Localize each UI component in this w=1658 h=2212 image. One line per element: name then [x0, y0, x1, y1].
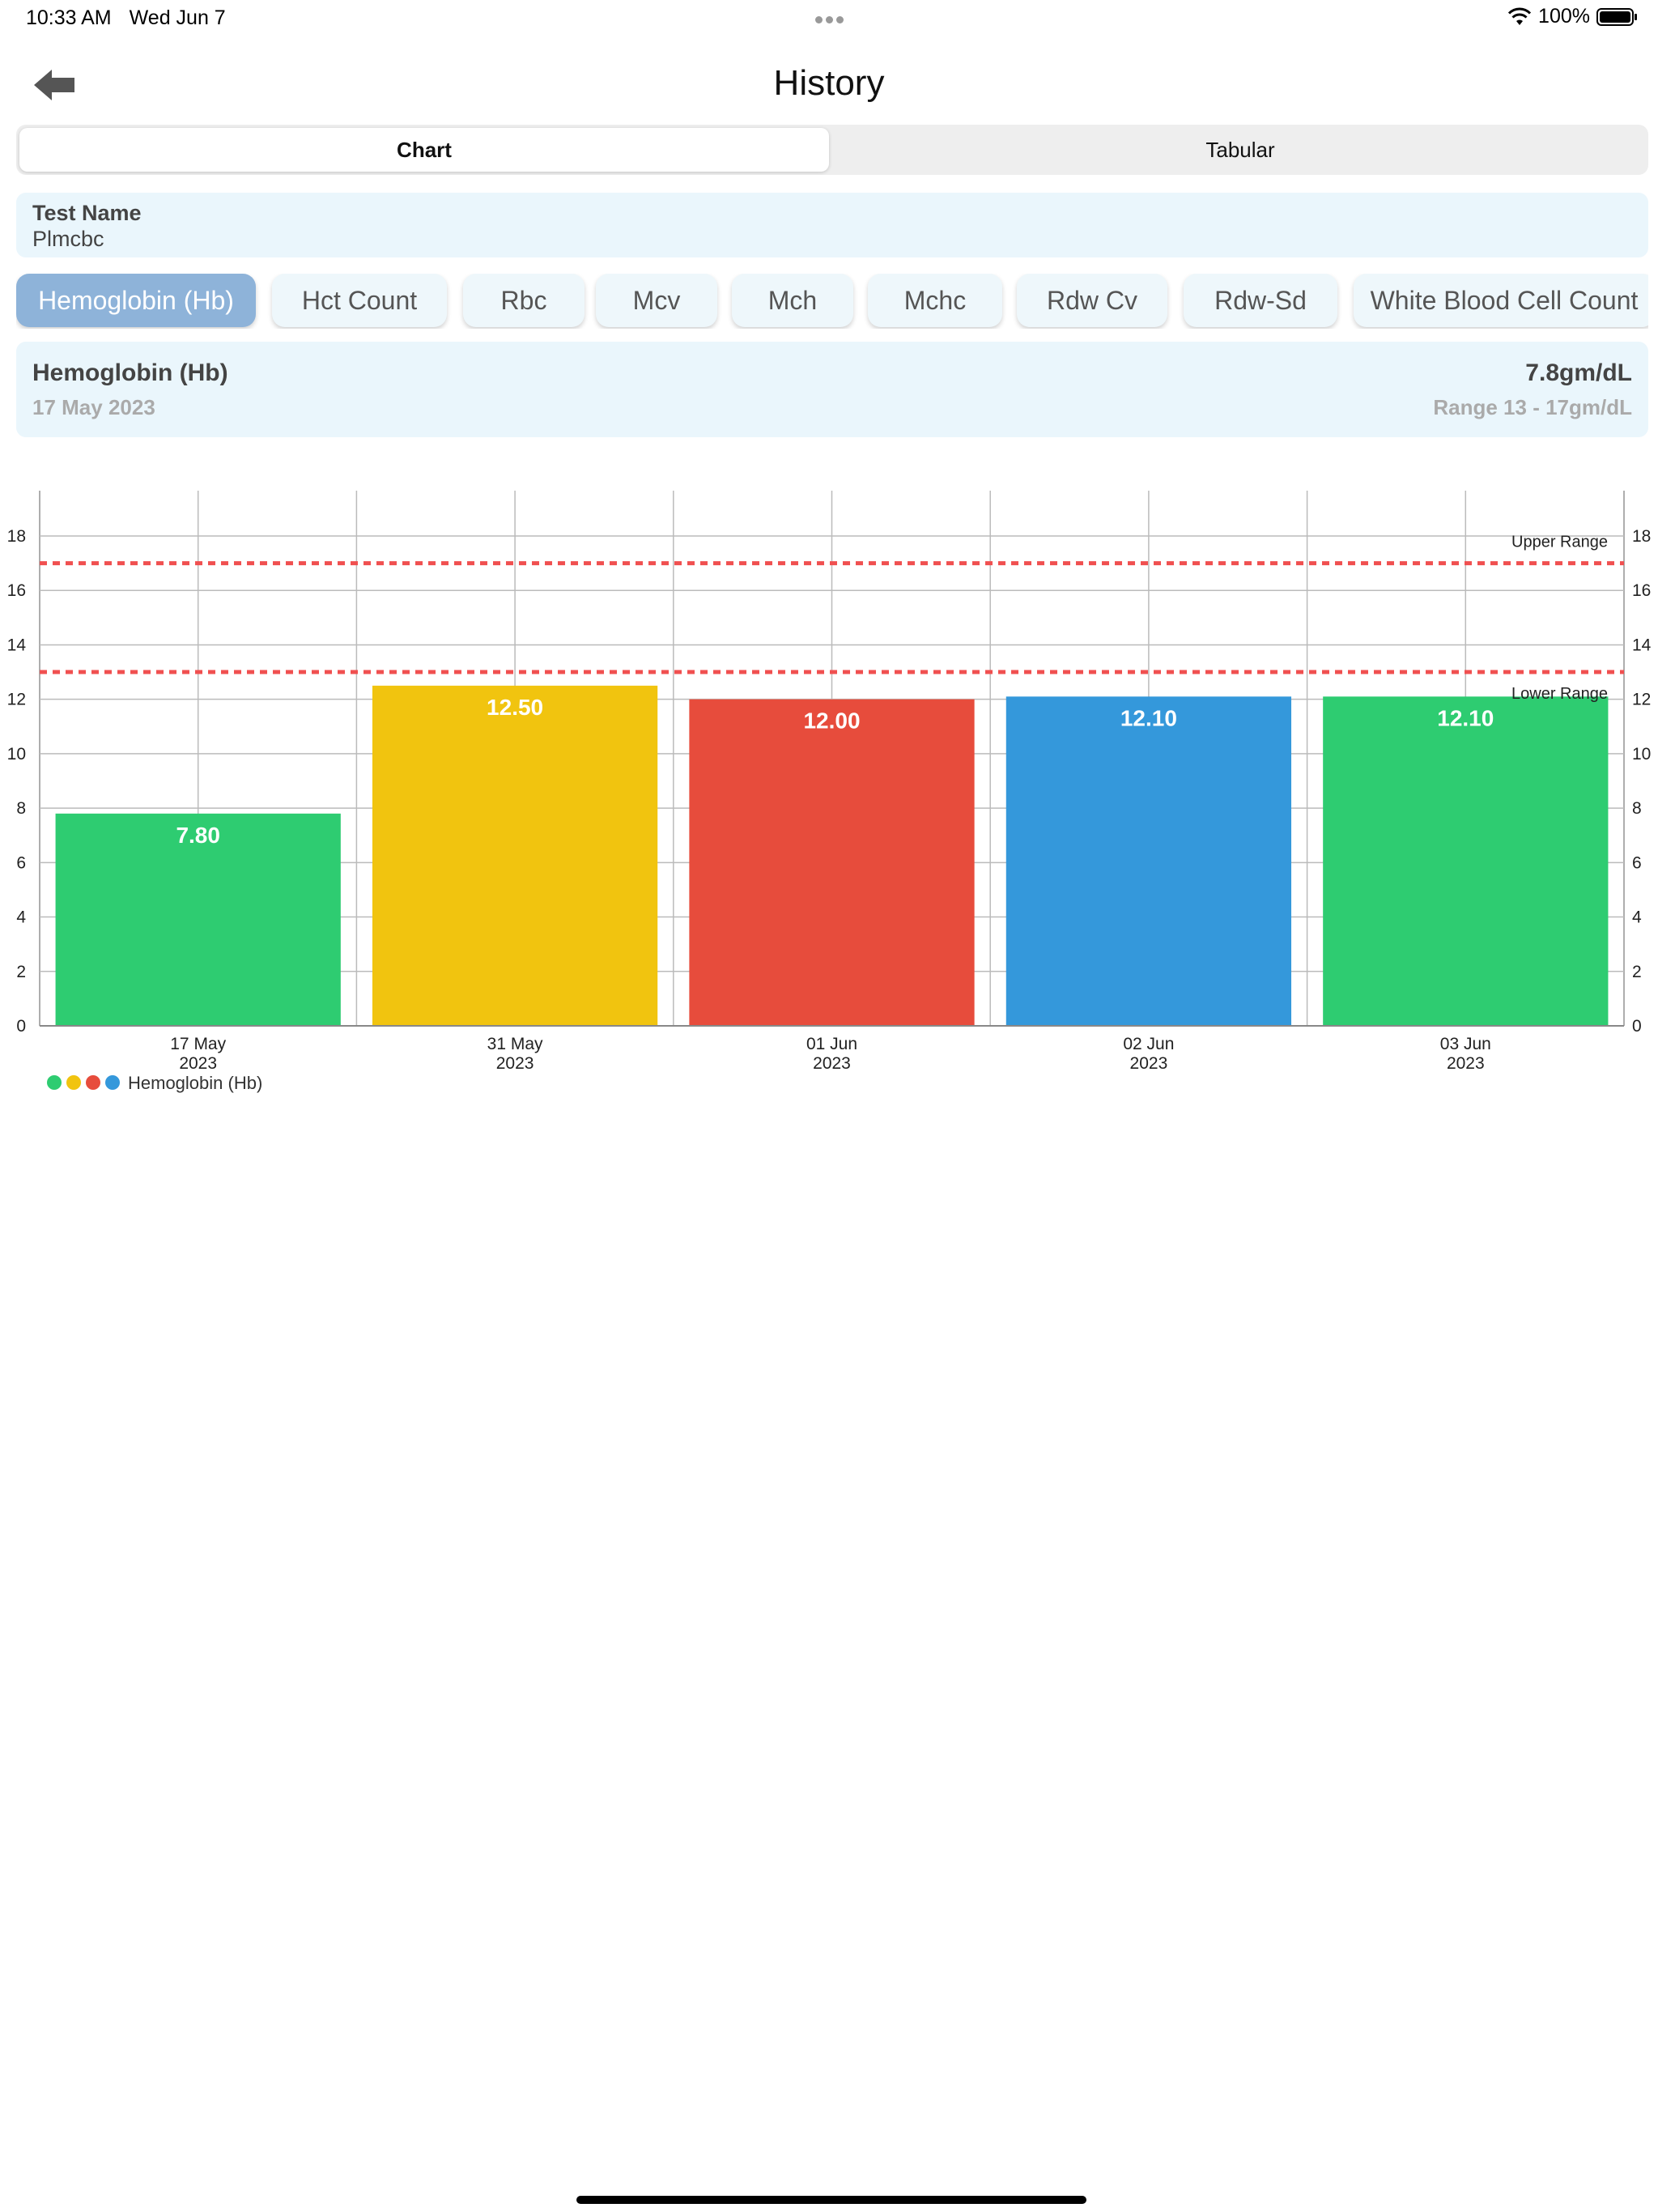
bar-0	[55, 813, 341, 1026]
chip-hemoglobin[interactable]: Hemoglobin (Hb)	[16, 274, 256, 327]
x-tick-label-year: 2023	[813, 1054, 851, 1073]
multitasking-dots-icon[interactable]	[814, 13, 845, 28]
chip-white-blood-cell-count[interactable]: White Blood Cell Count	[1354, 274, 1648, 327]
chip-hct-count[interactable]: Hct Count	[272, 274, 447, 327]
y-tick-label-left: 8	[16, 799, 26, 818]
status-time-date: 10:33 AM Wed Jun 7	[26, 6, 226, 30]
x-tick-label-date: 02 Jun	[1123, 1035, 1174, 1053]
y-tick-label-right: 18	[1632, 527, 1651, 546]
status-bar: 10:33 AM Wed Jun 7 100%	[0, 0, 1658, 39]
view-toggle: Chart Tabular	[16, 125, 1648, 175]
page-title: History	[773, 63, 885, 103]
bar-value-label: 12.10	[1437, 705, 1494, 730]
y-tick-label-right: 4	[1632, 908, 1642, 927]
bar-1	[372, 685, 658, 1026]
y-tick-label-left: 18	[7, 527, 26, 546]
test-name-value: Plmcbc	[32, 227, 104, 251]
hemoglobin-bar-chart: 0 0 2 2 4 4 6 6 8 8 10 10 12 12 14 14 16 16 18 18 7.80 12.50 1…	[7, 491, 1652, 1093]
y-tick-label-left: 12	[7, 691, 26, 709]
chip-mch[interactable]: Mch	[732, 274, 853, 327]
status-indicators: 100%	[1507, 5, 1639, 28]
chip-rbc[interactable]: Rbc	[463, 274, 585, 327]
y-tick-label-right: 16	[1632, 581, 1651, 600]
result-date: 17 May 2023	[32, 395, 155, 419]
y-tick-label-left: 6	[16, 853, 26, 872]
legend-swatch	[66, 1075, 81, 1090]
result-name: Hemoglobin (Hb)	[32, 359, 228, 386]
reference-line-label: Lower Range	[1511, 685, 1608, 703]
tab-tabular[interactable]: Tabular	[1205, 138, 1275, 162]
y-tick-label-right: 10	[1632, 745, 1651, 764]
legend-label: Hemoglobin (Hb)	[128, 1073, 262, 1093]
x-tick-label-date: 31 May	[487, 1035, 543, 1053]
nav-bar: History	[0, 49, 1658, 121]
bar-4	[1323, 696, 1609, 1026]
result-detail-card: Hemoglobin (Hb) 17 May 2023 7.8gm/dL Ran…	[16, 342, 1648, 437]
home-indicator[interactable]	[576, 2196, 1086, 2204]
y-tick-label-right: 12	[1632, 691, 1651, 709]
y-tick-label-left: 10	[7, 745, 26, 764]
y-tick-label-left: 16	[7, 581, 26, 600]
test-name-card: Test Name Plmcbc	[16, 193, 1648, 257]
chip-rdw-cv[interactable]: Rdw Cv	[1017, 274, 1167, 327]
x-tick-label-year: 2023	[1130, 1054, 1168, 1073]
reference-line-label: Upper Range	[1511, 534, 1608, 551]
bar-2	[689, 699, 975, 1026]
x-tick-label-year: 2023	[496, 1054, 534, 1073]
result-range: Range 13 - 17gm/dL	[1433, 395, 1632, 419]
parameter-chips: Hemoglobin (Hb) Hct Count Rbc Mcv Mch Mc…	[16, 274, 1648, 329]
back-arrow-icon[interactable]	[32, 66, 78, 104]
x-tick-label-year: 2023	[1447, 1054, 1485, 1073]
bar-value-label: 12.50	[487, 695, 543, 720]
chip-rdw-sd[interactable]: Rdw-Sd	[1184, 274, 1337, 327]
y-tick-label-left: 4	[16, 908, 26, 927]
chip-mchc[interactable]: Mchc	[868, 274, 1002, 327]
legend-swatch	[105, 1075, 120, 1090]
bar-value-label: 12.10	[1120, 705, 1177, 730]
bar-value-label: 12.00	[803, 708, 860, 734]
battery-percent: 100%	[1538, 5, 1590, 28]
y-tick-label-right: 0	[1632, 1017, 1642, 1036]
x-tick-label-date: 01 Jun	[806, 1035, 857, 1053]
bar-3	[1005, 696, 1292, 1026]
chip-mcv[interactable]: Mcv	[596, 274, 717, 327]
y-tick-label-left: 2	[16, 963, 26, 981]
x-tick-label-date: 03 Jun	[1440, 1035, 1491, 1053]
bar-value-label: 7.80	[176, 823, 220, 848]
y-tick-label-left: 14	[7, 636, 27, 654]
chart-area: 0 0 2 2 4 4 6 6 8 8 10 10 12 12 14 14 16 16 18 18 7.80 12.50 1…	[0, 453, 1658, 1101]
status-date: Wed Jun 7	[129, 6, 226, 29]
y-tick-label-right: 2	[1632, 963, 1642, 981]
result-value: 7.8gm/dL	[1525, 359, 1632, 386]
y-tick-label-right: 8	[1632, 799, 1642, 818]
wifi-icon	[1507, 7, 1532, 25]
y-tick-label-right: 14	[1632, 636, 1652, 654]
y-tick-label-right: 6	[1632, 853, 1642, 872]
x-tick-label-year: 2023	[179, 1054, 217, 1073]
test-name-label: Test Name	[32, 201, 142, 225]
status-time: 10:33 AM	[26, 6, 112, 29]
legend-swatch	[47, 1075, 62, 1090]
x-tick-label-date: 17 May	[170, 1035, 226, 1053]
tab-chart[interactable]: Chart	[19, 128, 829, 172]
y-tick-label-left: 0	[16, 1017, 26, 1036]
legend-swatch	[86, 1075, 100, 1090]
battery-icon	[1596, 7, 1637, 26]
